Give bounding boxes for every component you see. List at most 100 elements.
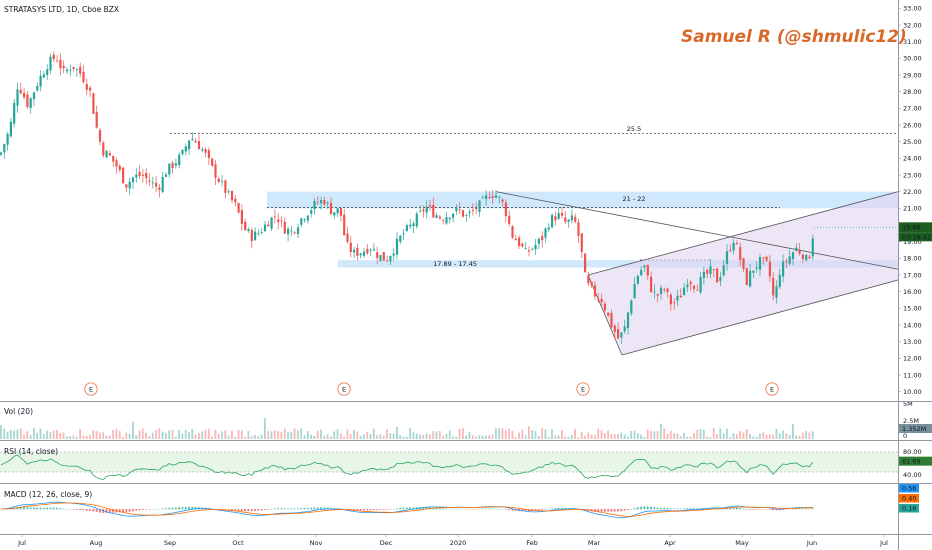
candle-body xyxy=(527,250,531,252)
macd-pane[interactable]: 0.56 0.40 0.16 xyxy=(0,484,919,519)
volume-bar xyxy=(584,435,586,439)
volume-bar xyxy=(798,435,801,439)
macd-histogram-bar xyxy=(36,507,39,510)
macd-histogram-bar xyxy=(438,508,441,510)
signal-line xyxy=(1,502,813,517)
macd-histogram-bar xyxy=(145,509,147,510)
candle-body xyxy=(293,231,296,233)
candle-body xyxy=(290,230,293,232)
candle-body xyxy=(392,253,395,256)
x-tick-label: May xyxy=(735,539,749,547)
volume-bar xyxy=(587,432,590,439)
rsi-pane[interactable]: 80.00 40.00 61.69 xyxy=(0,448,932,480)
volume-bar xyxy=(277,431,279,439)
candle-body xyxy=(811,238,814,257)
macd-histogram-bar xyxy=(412,507,415,510)
y-tick-label: 23.00 xyxy=(903,171,922,179)
volume-bar xyxy=(762,432,765,439)
earnings-marker[interactable]: E xyxy=(84,382,98,396)
volume-bar xyxy=(95,431,98,439)
volume-bar xyxy=(273,430,276,439)
macd-histogram-bar xyxy=(561,507,563,510)
macd-histogram-bar xyxy=(184,506,187,510)
macd-histogram-bar xyxy=(732,507,735,510)
channel-fill xyxy=(588,191,898,355)
volume-bar xyxy=(603,432,606,439)
candle-body xyxy=(775,286,778,298)
candle-body xyxy=(729,249,732,251)
volume-pane[interactable]: 5M 2.5M 01.352M xyxy=(0,400,932,440)
x-tick-label: Oct xyxy=(232,539,244,547)
volume-bar xyxy=(795,435,798,439)
volume-bar xyxy=(531,430,534,439)
candle-body xyxy=(584,253,587,273)
macd-histogram-bar xyxy=(739,508,741,510)
macd-histogram-bar xyxy=(247,509,250,512)
volume-bar xyxy=(666,433,669,439)
candle-body xyxy=(300,218,303,225)
volume-bar xyxy=(369,434,372,439)
candle-body xyxy=(504,202,507,216)
macd-histogram-bar xyxy=(264,509,266,510)
candle-body xyxy=(230,191,234,201)
price-pane[interactable]: 25.5 21 - 22 17.89 - 17.45 E E E E xyxy=(0,51,899,396)
volume-bar xyxy=(49,431,52,439)
volume-bar xyxy=(478,435,481,439)
volume-bar xyxy=(165,432,167,439)
macd-histogram-bar xyxy=(297,508,299,510)
earnings-marker[interactable]: E xyxy=(576,382,590,396)
candle-body xyxy=(749,271,752,287)
earnings-marker[interactable]: E xyxy=(765,382,779,396)
macd-histogram-bar xyxy=(663,507,666,510)
macd-histogram-bar xyxy=(755,509,758,510)
macd-histogram-bar xyxy=(534,509,537,511)
candle-body xyxy=(323,200,326,205)
y-tick-label: 19.00 xyxy=(903,238,922,246)
earnings-marker[interactable]: E xyxy=(337,382,351,396)
volume-bar xyxy=(231,430,233,439)
earnings-marker-circle xyxy=(576,382,590,396)
candle-body xyxy=(217,178,220,182)
volume-bar xyxy=(673,433,675,439)
macd-histogram-bar xyxy=(49,507,52,510)
earnings-marker-circle xyxy=(84,382,98,396)
macd-histogram-bar xyxy=(46,507,48,510)
macd-histogram-bar xyxy=(594,509,596,512)
candle-body xyxy=(89,87,92,91)
volume-bar xyxy=(547,436,550,439)
candle-body xyxy=(782,261,785,277)
volume-bar xyxy=(567,436,570,439)
candle-body xyxy=(666,288,669,293)
volume-bar xyxy=(313,436,316,439)
volume-bar xyxy=(207,428,210,439)
candle-body xyxy=(98,130,102,142)
macd-histogram-bar xyxy=(488,508,491,510)
volume-bar xyxy=(382,435,385,439)
rsi-tick: 80.00 xyxy=(903,448,922,456)
volume-bar xyxy=(376,435,378,439)
candle-body xyxy=(204,149,207,153)
candle-body xyxy=(49,56,52,71)
candle-body xyxy=(26,94,29,107)
candle-body xyxy=(785,261,788,262)
y-tick-label: 17.00 xyxy=(903,271,922,279)
volume-bar xyxy=(158,428,161,439)
candle-body xyxy=(42,74,45,78)
macd-histogram-bar xyxy=(290,508,293,510)
macd-histogram-bar xyxy=(485,508,487,510)
candle-body xyxy=(626,312,630,329)
macd-histogram-bar xyxy=(600,509,603,512)
volume-bar xyxy=(161,431,164,439)
candle-body xyxy=(613,325,616,332)
volume-bar xyxy=(26,431,29,439)
volume-bar xyxy=(247,431,250,439)
macd-histogram-bar xyxy=(148,509,151,510)
y-tick-label: 16.00 xyxy=(903,288,922,296)
volume-bar xyxy=(178,430,180,439)
candle-body xyxy=(125,184,128,188)
macd-histogram-bar xyxy=(696,508,699,510)
macd-histogram-bar xyxy=(26,507,29,510)
candle-body xyxy=(742,258,745,269)
